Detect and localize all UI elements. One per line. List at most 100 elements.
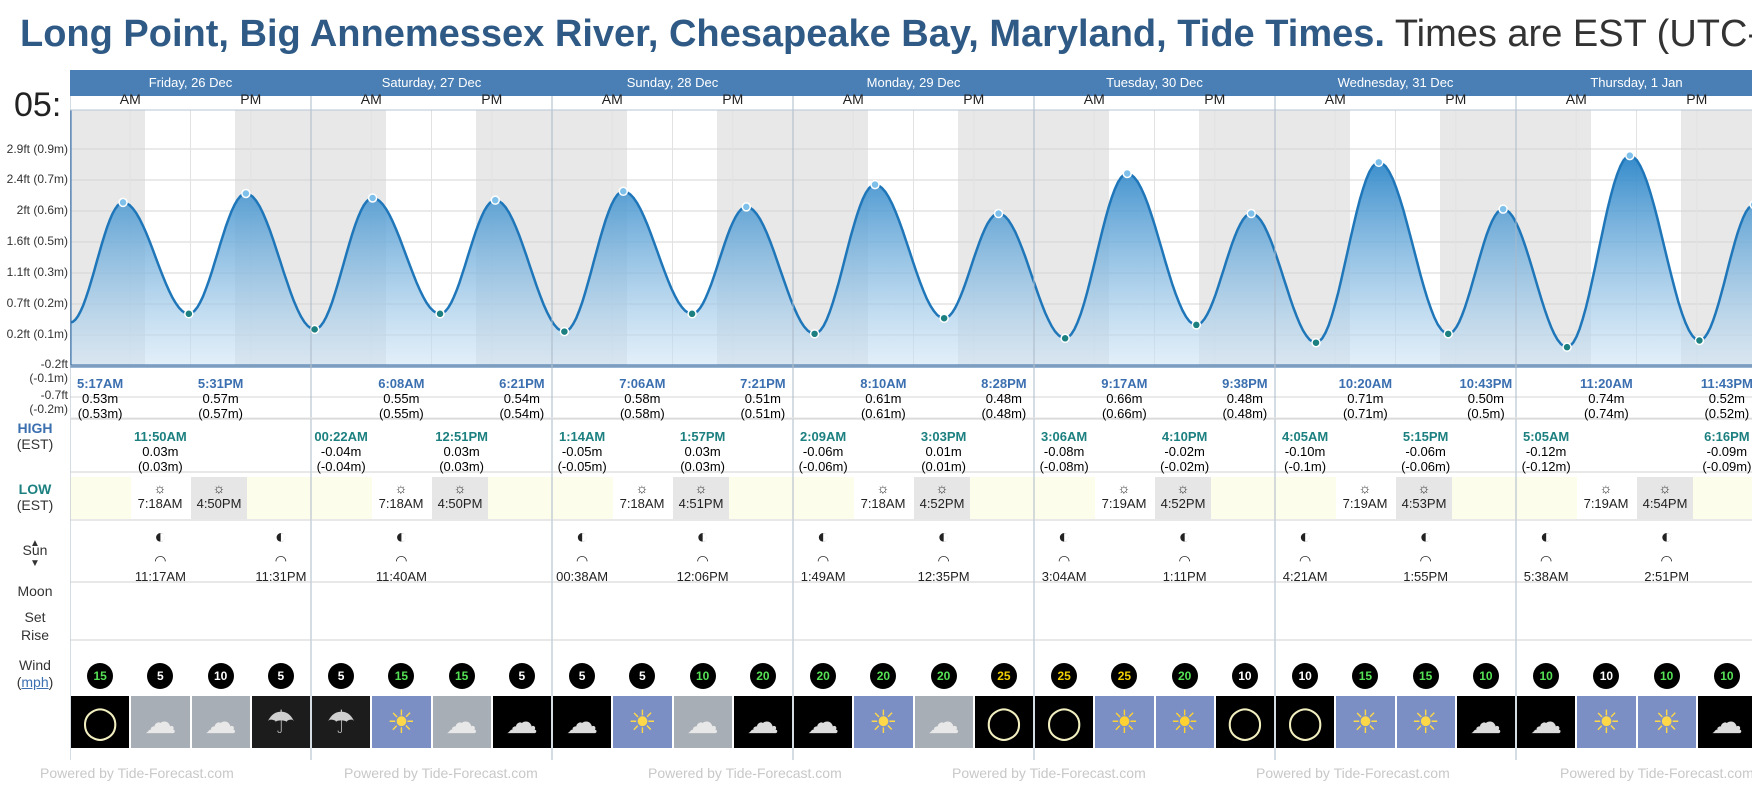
low-tide-time: 1:57PM xyxy=(679,429,726,444)
moonset-icon: ◠ xyxy=(1058,552,1071,568)
weather-cloudy-icon: ☁ xyxy=(432,696,491,748)
moon-cell: ◐ ◠ 5:38AM xyxy=(1516,525,1576,584)
high-tide-cell: 6:08AM 0.55m (0.55m) xyxy=(371,376,431,421)
low-tide-height-paren: (-0.04m) xyxy=(316,459,366,474)
page-title-location: Long Point, Big Annemessex River, Chesap… xyxy=(20,13,1385,55)
weather-glyph: ☀ xyxy=(628,704,657,740)
high-tide-cell: 5:31PM 0.57m (0.57m) xyxy=(191,376,251,421)
day-header: Monday, 29 Dec xyxy=(866,75,961,90)
moon-event-time: 12:06PM xyxy=(676,569,729,584)
weather-glyph: ☁ xyxy=(927,704,960,740)
footer-powered-by[interactable]: Powered by Tide-Forecast.com xyxy=(1256,765,1450,781)
high-tide-height: 0.50m xyxy=(1467,391,1504,406)
high-tide-height: 0.54m xyxy=(503,391,540,406)
low-tide-height: 0.03m xyxy=(684,444,721,459)
sunset-cell: ☼ 4:51PM xyxy=(672,480,730,511)
high-tide-cell: 10:43PM 0.50m (0.5m) xyxy=(1456,376,1516,421)
sunset-icon: ☼ xyxy=(694,480,708,496)
high-tide-marker xyxy=(118,197,128,208)
wind-speed-icon: 10 xyxy=(1653,663,1680,689)
low-tide-marker xyxy=(184,309,194,319)
weather-moon-clear-icon: ◯ xyxy=(1215,696,1274,748)
sunset-icon: ☼ xyxy=(1417,480,1431,496)
moonset-icon: ◠ xyxy=(1419,552,1432,568)
wind-speed-icon: 20 xyxy=(749,663,776,689)
high-tide-height: 0.55m xyxy=(383,391,420,406)
low-tide-cell: 1:57PM 0.03m (0.03m) xyxy=(673,429,733,474)
high-tide-time: 11:43PM xyxy=(1700,376,1752,391)
moon-phase-icon: ◐ xyxy=(1660,526,1673,548)
weather-sun-icon: ☀ xyxy=(1095,696,1154,748)
sunrise-time: 7:18AM xyxy=(619,496,665,511)
sunset-icon: ☼ xyxy=(453,480,467,496)
wind-unit-wrapper: (mph) xyxy=(16,674,54,690)
high-tide-cell: 5:17AM 0.53m (0.53m) xyxy=(70,376,130,421)
sunset-time: 4:54PM xyxy=(1642,496,1688,511)
y-axis-label: 2ft (0.6m) xyxy=(16,203,68,217)
low-tide-height: 0.01m xyxy=(925,444,962,459)
sunset-time: 4:53PM xyxy=(1401,496,1447,511)
high-tide-time: 11:20AM xyxy=(1580,376,1633,391)
moon-phase-icon: ◐ xyxy=(1058,526,1071,548)
high-tide-time: 9:38PM xyxy=(1222,376,1268,391)
low-tide-cell: 11:50AM 0.03m (0.03m) xyxy=(130,429,190,474)
moon-cell: ◐ ◠ 11:31PM xyxy=(251,525,311,584)
high-tide-marker xyxy=(870,179,880,190)
high-tide-height: 0.74m xyxy=(1588,391,1625,406)
low-tide-time: 00:22AM xyxy=(314,429,368,444)
sun-row-bg xyxy=(1516,477,1577,519)
low-tide-height-paren: (0.03m) xyxy=(680,459,726,474)
high-tide-time: 10:43PM xyxy=(1459,376,1513,391)
page-title: Long Point, Big Annemessex River, Chesap… xyxy=(20,10,1752,58)
moon-event-time: 5:38AM xyxy=(1523,569,1569,584)
low-tide-cell: 4:10PM -0.02m (-0.02m) xyxy=(1155,429,1215,474)
low-tide-height: 0.03m xyxy=(443,444,480,459)
weather-glyph: ☀ xyxy=(1351,704,1380,740)
moon-cell: ◐ ◠ 12:06PM xyxy=(673,525,733,584)
low-tide-height-paren: (0.01m) xyxy=(921,459,967,474)
wind-speed-icon: 15 xyxy=(388,663,415,689)
footer-powered-by[interactable]: Powered by Tide-Forecast.com xyxy=(1560,765,1752,781)
low-tide-height-paren: (-0.02m) xyxy=(1160,459,1210,474)
high-tide-marker xyxy=(1498,204,1508,214)
low-row-tz: (EST) xyxy=(16,497,54,513)
sunset-cell: ☼ 4:54PM xyxy=(1636,480,1694,511)
weather-cloudy-icon: ☁ xyxy=(131,696,190,748)
y-axis-label: -0.2ft (-0.1m) xyxy=(29,357,68,385)
high-tide-time: 5:17AM xyxy=(77,376,124,391)
moonset-icon: ◠ xyxy=(576,552,589,568)
wind-speed-icon: 20 xyxy=(870,663,897,689)
footer-powered-by[interactable]: Powered by Tide-Forecast.com xyxy=(344,765,538,781)
pm-label: PM xyxy=(963,91,985,107)
wind-speed-icon: 25 xyxy=(990,663,1017,689)
wind-unit-link[interactable]: mph xyxy=(21,674,49,690)
low-tide-time: 11:50AM xyxy=(134,429,187,444)
sun-row-bg xyxy=(70,477,131,519)
wind-speed-icon: 15 xyxy=(1412,663,1439,689)
high-tide-time: 8:10AM xyxy=(860,376,907,391)
am-label: AM xyxy=(119,91,141,107)
high-tide-time: 6:08AM xyxy=(378,376,425,391)
sunrise-icon: ☼ xyxy=(1117,480,1131,496)
weather-cloudy-icon: ☁ xyxy=(914,696,973,748)
wind-speed-icon: 25 xyxy=(1051,663,1078,689)
high-tide-height-paren: (0.55m) xyxy=(378,406,424,421)
clipped-time-text: 05: xyxy=(14,86,62,124)
high-tide-height: 0.53m xyxy=(82,391,119,406)
sun-row-bg xyxy=(247,477,311,519)
high-tide-height-paren: (0.57m) xyxy=(198,406,244,421)
sunset-cell: ☼ 4:52PM xyxy=(913,480,971,511)
wind-speed-icon: 10 xyxy=(207,663,234,689)
footer-powered-by[interactable]: Powered by Tide-Forecast.com xyxy=(40,765,234,781)
high-tide-time: 7:21PM xyxy=(740,376,786,391)
moonset-icon: ◠ xyxy=(817,552,830,568)
sun-row-bg xyxy=(552,477,613,519)
day-header-bg xyxy=(70,70,1752,96)
footer-powered-by[interactable]: Powered by Tide-Forecast.com xyxy=(952,765,1146,781)
sunset-time: 4:51PM xyxy=(678,496,724,511)
am-label: AM xyxy=(842,91,864,107)
weather-cloudy-icon: ☁ xyxy=(191,696,250,748)
footer-powered-by[interactable]: Powered by Tide-Forecast.com xyxy=(648,765,842,781)
wind-speed-icon: 5 xyxy=(508,663,535,689)
low-tide-height-paren: (-0.05m) xyxy=(557,459,607,474)
